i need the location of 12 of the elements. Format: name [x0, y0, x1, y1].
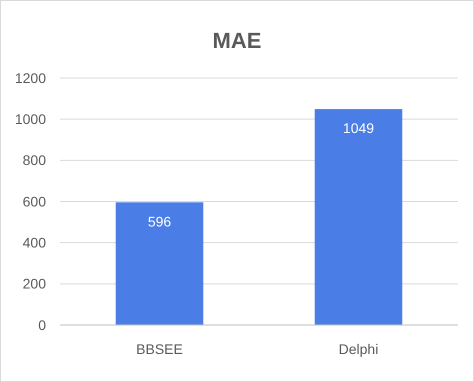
y-tick-label: 800 [22, 152, 46, 168]
chart-title: MAE [212, 28, 262, 53]
y-tick-label: 200 [22, 276, 46, 292]
data-label: 1049 [342, 120, 374, 136]
x-tick-label: Delphi [338, 341, 378, 357]
data-label: 596 [148, 213, 172, 230]
y-tick-label: 1200 [14, 70, 46, 86]
y-tick-label: 600 [22, 193, 46, 210]
x-tick-label: BBSEE [136, 341, 183, 357]
y-tick-label: 1000 [14, 111, 46, 128]
y-tick-label: 0 [38, 316, 46, 333]
y-tick-label: 400 [22, 234, 46, 251]
